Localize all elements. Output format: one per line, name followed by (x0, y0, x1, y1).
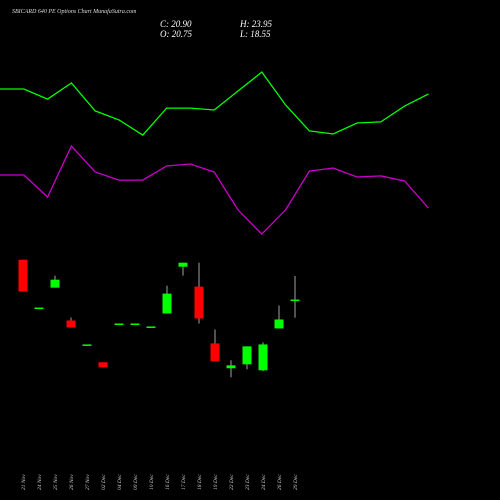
high-label: H: 23.95 (239, 19, 272, 29)
x-tick-label: 16 Dec (165, 474, 171, 490)
candle-body (178, 262, 188, 267)
open-label: O: 20.75 (160, 29, 192, 39)
x-tick-label: 29 Dec (293, 474, 299, 490)
x-tick-label: 18 Dec (197, 474, 203, 490)
x-tick-label: 09 Dec (133, 474, 139, 490)
candle-body (18, 259, 28, 292)
candle-body (162, 293, 172, 314)
x-tick-label: 26 Nov (69, 474, 75, 490)
x-tick-label: 22 Dec (229, 474, 235, 490)
candle-body (242, 346, 252, 365)
x-tick-label: 02 Dec (101, 474, 107, 490)
x-tick-label: 21 Nov (21, 474, 27, 490)
x-tick-label: 27 Nov (85, 474, 91, 490)
x-tick-label: 10 Dec (149, 474, 155, 490)
x-tick-label: 25 Nov (53, 474, 59, 490)
candle-body (226, 365, 236, 369)
candle-body (82, 344, 92, 346)
x-tick-label: 24 Dec (260, 474, 267, 490)
candle-body (66, 320, 76, 328)
candle-body (50, 279, 60, 288)
low-label: L: 18.55 (239, 29, 271, 39)
close-label: C: 20.90 (160, 19, 192, 29)
x-tick-label: 26 Dec (277, 474, 283, 490)
x-tick-label: 19 Dec (213, 474, 219, 490)
indicator-line (0, 71, 429, 136)
x-tick-label: 04 Dec (116, 474, 123, 490)
x-tick-label: 17 Dec (181, 474, 187, 490)
candle-body (34, 307, 44, 310)
candle-body (290, 299, 300, 302)
candle-body (130, 323, 140, 326)
indicator-line (0, 144, 429, 236)
chart-title: SBICARD 640 PE Options Chart MunafaSutra… (12, 8, 137, 15)
candle-body (98, 362, 108, 368)
candle-body (114, 323, 124, 326)
candle-body (258, 344, 268, 371)
x-tick-label: 23 Dec (245, 474, 251, 490)
candle-body (146, 326, 156, 328)
candle-body (194, 286, 204, 319)
x-tick-label: 24 Nov (36, 474, 43, 490)
candle-body (274, 319, 284, 329)
candle-body (210, 343, 220, 362)
